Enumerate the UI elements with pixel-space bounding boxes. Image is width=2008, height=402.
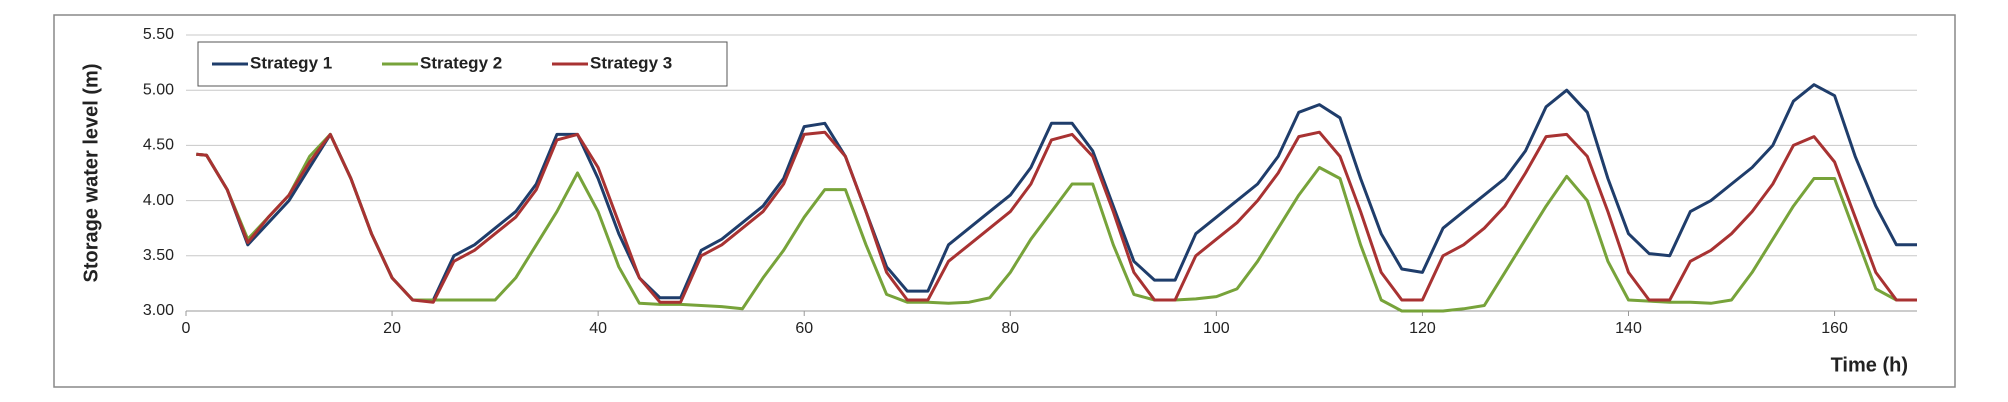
y-tick-label: 5.50 — [143, 26, 174, 43]
x-tick-label: 160 — [1821, 320, 1848, 337]
y-tick-label: 4.00 — [143, 192, 174, 209]
x-tick-label: 120 — [1409, 320, 1436, 337]
y-tick-label: 4.50 — [143, 137, 174, 154]
x-tick-label: 140 — [1615, 320, 1642, 337]
series-line — [196, 132, 1917, 313]
x-tick-label: 80 — [1001, 320, 1019, 337]
legend-label: Strategy 2 — [420, 53, 502, 72]
x-tick-label: 100 — [1203, 320, 1230, 337]
x-tick-label: 60 — [795, 320, 813, 337]
x-tick-label: 40 — [589, 320, 607, 337]
legend-box — [197, 41, 728, 87]
legend-label: Strategy 3 — [590, 53, 672, 72]
legend-label: Strategy 1 — [250, 53, 332, 72]
y-axis-title: Storage water level (m) — [80, 64, 102, 283]
series-line — [196, 83, 1917, 302]
x-axis-title: Time (h) — [1831, 354, 1908, 376]
y-tick-label: 5.00 — [143, 81, 174, 98]
y-tick-label: 3.00 — [143, 302, 174, 319]
x-tick-label: 0 — [182, 320, 191, 337]
y-tick-label: 3.50 — [143, 247, 174, 264]
series-line — [196, 130, 1917, 304]
x-tick-label: 20 — [383, 320, 401, 337]
